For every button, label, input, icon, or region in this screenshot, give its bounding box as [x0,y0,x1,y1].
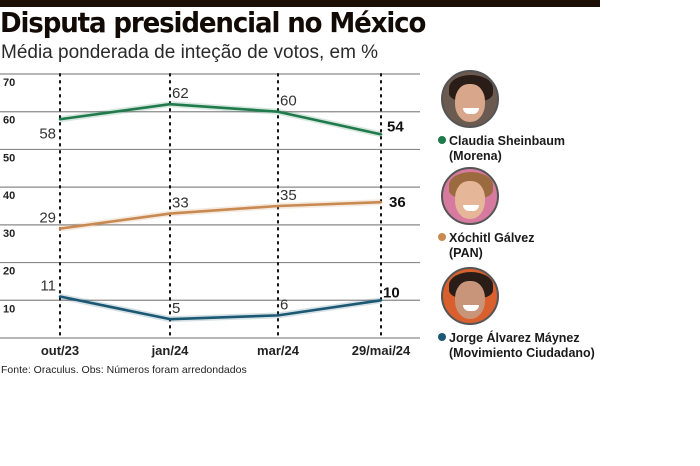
x-tick-label: 29/mai/24 [352,343,411,358]
data-label: 36 [389,194,406,211]
line-chart: 10 20 30 40 50 60 70 out/23 jan/24 mar/24 29/mai/… [0,73,420,358]
legend-item-sheinbaum: Claudia Sheinbaum (Morena) [438,70,698,165]
data-label: 60 [280,93,297,110]
data-label: 58 [39,125,56,142]
legend-name: Claudia Sheinbaum [449,134,565,148]
data-label: 6 [280,296,288,313]
legend-name: Xóchitl Gálvez [449,231,535,245]
series-line-3 [58,295,383,321]
legend-dot-green-icon [438,136,446,144]
data-label: 62 [172,85,189,102]
top-bar [0,0,600,7]
source-note: Fonte: Oraculus. Obs: Números foram arre… [1,364,247,376]
y-tick-label: 40 [3,190,15,202]
legend-item-maynez: Jorge Álvarez Máynez (Movimiento Ciudada… [438,267,698,367]
data-label: 54 [387,118,404,135]
data-label: 11 [40,278,56,295]
legend-party: (Morena) [449,149,502,163]
chart-title: Disputa presidencial no México [0,6,426,39]
data-label: 35 [280,187,297,204]
x-tick-label: jan/24 [151,343,190,358]
data-label: 29 [39,210,56,227]
data-label: 10 [383,284,400,301]
y-tick-label: 50 [3,152,15,164]
chart-subtitle: Média ponderada de inteção de votos, em … [1,42,379,63]
y-tick-label: 30 [3,228,15,240]
legend-dot-orange-icon [438,233,446,241]
data-label: 5 [172,300,180,317]
series-line-2 [58,200,383,230]
avatar-claudia-sheinbaum [441,70,499,128]
avatar-xochitl-galvez [441,167,499,225]
series-line-1 [58,102,383,136]
y-tick-label: 10 [3,303,15,315]
legend-party: (Movimiento Ciudadano) [449,346,595,360]
x-tick-label: mar/24 [257,343,300,358]
avatar-jorge-alvarez-maynez [441,267,499,325]
y-tick-label: 70 [3,77,15,89]
x-tick-label: out/23 [41,343,79,358]
data-label: 33 [172,195,189,212]
legend-dot-blue-icon [438,333,446,341]
y-tick-label: 60 [3,115,15,127]
legend-item-galvez: Xóchitl Gálvez (PAN) [438,167,698,262]
legend-party: (PAN) [449,246,483,260]
y-tick-label: 20 [3,266,15,278]
legend-name: Jorge Álvarez Máynez [449,331,580,345]
